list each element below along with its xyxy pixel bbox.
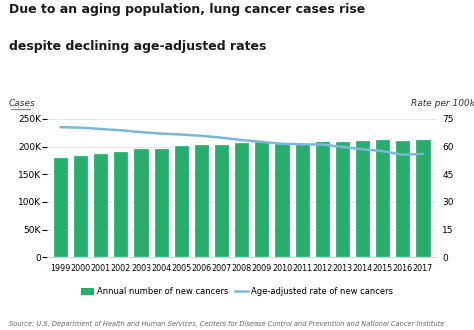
Text: Cases: Cases <box>9 99 35 108</box>
Bar <box>375 139 390 257</box>
Bar <box>154 148 169 257</box>
Text: Source: U.S. Department of Health and Human Services, Centers for Disease Contro: Source: U.S. Department of Health and Hu… <box>9 320 445 327</box>
Bar <box>214 144 229 257</box>
Bar <box>395 140 410 257</box>
Text: Due to an aging population, lung cancer cases rise: Due to an aging population, lung cancer … <box>9 3 366 16</box>
Text: despite declining age-adjusted rates: despite declining age-adjusted rates <box>9 40 267 52</box>
Bar <box>53 157 68 257</box>
Text: Rate per 100k: Rate per 100k <box>411 99 474 108</box>
Bar <box>134 148 148 257</box>
Bar <box>234 142 249 257</box>
Bar <box>73 155 88 257</box>
Bar <box>315 141 330 257</box>
Bar <box>335 141 350 257</box>
Bar <box>355 141 370 257</box>
Bar <box>274 143 290 257</box>
Bar <box>415 139 430 257</box>
Bar <box>93 152 109 257</box>
Bar <box>295 143 310 257</box>
Bar <box>194 144 209 257</box>
Bar <box>255 141 269 257</box>
Bar <box>113 151 128 257</box>
Legend: Annual number of new cancers, Age-adjusted rate of new cancers: Annual number of new cancers, Age-adjust… <box>78 284 396 299</box>
Bar <box>174 145 189 257</box>
